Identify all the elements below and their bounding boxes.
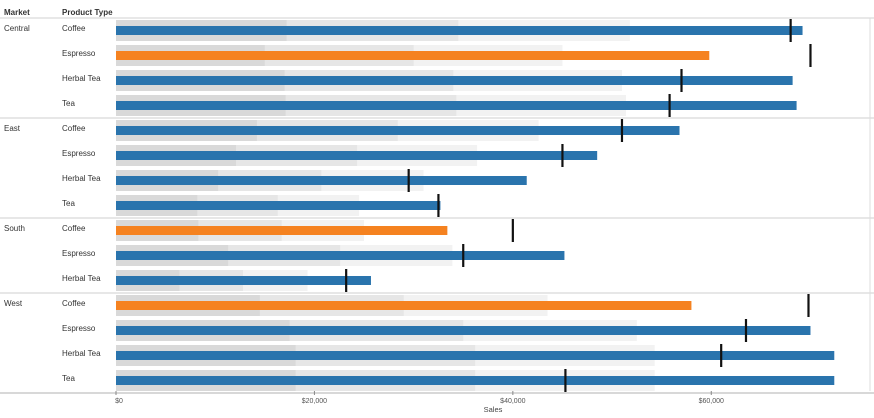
value-bar — [116, 276, 371, 285]
value-bar — [116, 226, 448, 235]
product-label: Coffee — [62, 224, 86, 233]
market-label: South — [4, 224, 25, 233]
value-bar — [116, 326, 811, 335]
market-label: West — [4, 299, 23, 308]
x-tick-label: $60,000 — [699, 398, 724, 405]
product-type-header: Product Type — [62, 8, 113, 17]
value-bar — [116, 76, 793, 85]
x-tick-label: $20,000 — [302, 398, 327, 405]
product-label: Tea — [62, 374, 75, 383]
value-bar — [116, 51, 710, 60]
market-label: Central — [4, 24, 30, 33]
product-label: Herbal Tea — [62, 174, 101, 183]
value-bar — [116, 101, 797, 110]
product-label: Espresso — [62, 324, 96, 333]
product-label: Herbal Tea — [62, 274, 101, 283]
product-label: Espresso — [62, 249, 96, 258]
product-label: Tea — [62, 199, 75, 208]
value-bar — [116, 251, 565, 260]
market-header: Market — [4, 8, 30, 17]
product-label: Espresso — [62, 49, 96, 58]
product-label: Coffee — [62, 24, 86, 33]
value-bar — [116, 351, 835, 360]
product-label: Tea — [62, 99, 75, 108]
x-axis: $0 $20,000 $40,000 $60,000 — [115, 391, 724, 405]
value-bar — [116, 151, 598, 160]
value-bar — [116, 176, 527, 185]
product-label: Herbal Tea — [62, 74, 101, 83]
value-bar — [116, 26, 803, 35]
product-label: Coffee — [62, 299, 86, 308]
plot-area: Central Coffee Espresso Herbal Tea Tea East Co… — [0, 18, 874, 394]
x-tick-label: $40,000 — [500, 398, 525, 405]
product-label: Coffee — [62, 124, 86, 133]
value-bar — [116, 376, 835, 385]
product-label: Espresso — [62, 149, 96, 158]
value-bar — [116, 126, 680, 135]
x-axis-title: Sales — [484, 405, 503, 414]
value-bar — [116, 301, 692, 310]
market-label: East — [4, 124, 21, 133]
product-label: Herbal Tea — [62, 349, 101, 358]
value-bar — [116, 201, 441, 210]
x-tick-label: $0 — [115, 398, 123, 405]
